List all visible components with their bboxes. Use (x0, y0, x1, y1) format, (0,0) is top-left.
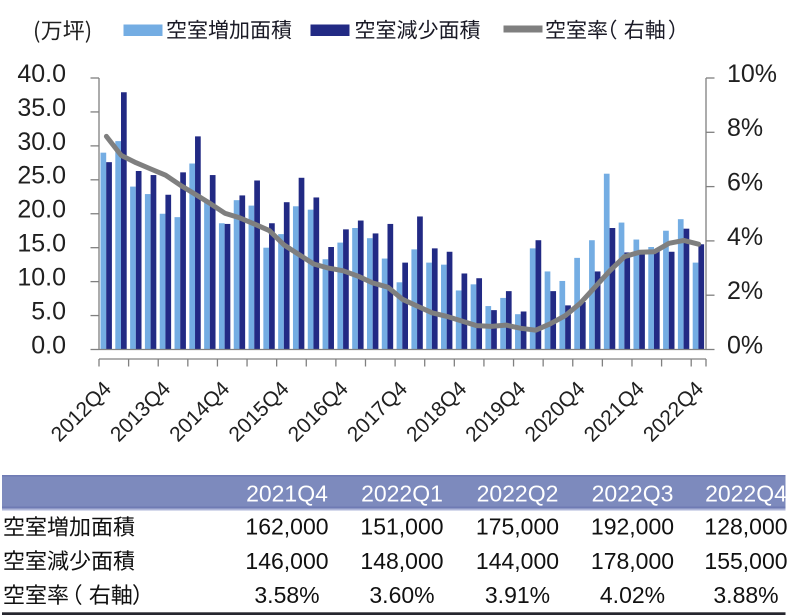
svg-text:0%: 0% (727, 331, 763, 359)
svg-text:4%: 4% (727, 223, 763, 251)
svg-text:2021Q4: 2021Q4 (246, 481, 328, 507)
svg-text:15.0: 15.0 (17, 230, 66, 258)
svg-text:0.0: 0.0 (31, 331, 66, 359)
svg-text:146,000: 146,000 (245, 548, 328, 574)
svg-text:20.0: 20.0 (17, 196, 66, 224)
svg-text:35.0: 35.0 (17, 94, 66, 122)
svg-text:40.0: 40.0 (17, 60, 66, 88)
svg-text:2022Q4: 2022Q4 (705, 481, 787, 507)
svg-text:3.88%: 3.88% (713, 582, 778, 608)
svg-text:175,000: 175,000 (476, 514, 559, 540)
svg-text:192,000: 192,000 (591, 514, 674, 540)
svg-text:155,000: 155,000 (704, 548, 787, 574)
svg-text:25.0: 25.0 (17, 162, 66, 190)
svg-text:10.0: 10.0 (17, 264, 66, 292)
svg-text:2022Q1: 2022Q1 (361, 481, 443, 507)
svg-text:2%: 2% (727, 277, 763, 305)
svg-text:2022Q2: 2022Q2 (477, 481, 559, 507)
svg-text:128,000: 128,000 (704, 514, 787, 540)
svg-text:162,000: 162,000 (245, 514, 328, 540)
svg-text:4.02%: 4.02% (600, 582, 665, 608)
svg-text:5.0: 5.0 (31, 297, 66, 325)
svg-text:148,000: 148,000 (360, 548, 443, 574)
svg-text:30.0: 30.0 (17, 128, 66, 156)
svg-text:3.91%: 3.91% (485, 582, 550, 608)
svg-text:2022Q3: 2022Q3 (592, 481, 674, 507)
svg-text:151,000: 151,000 (360, 514, 443, 540)
svg-text:144,000: 144,000 (476, 548, 559, 574)
svg-text:3.58%: 3.58% (254, 582, 319, 608)
svg-text:3.60%: 3.60% (369, 582, 434, 608)
svg-text:10%: 10% (727, 60, 777, 88)
svg-text:178,000: 178,000 (591, 548, 674, 574)
svg-text:8%: 8% (727, 114, 763, 142)
svg-text:6%: 6% (727, 169, 763, 197)
